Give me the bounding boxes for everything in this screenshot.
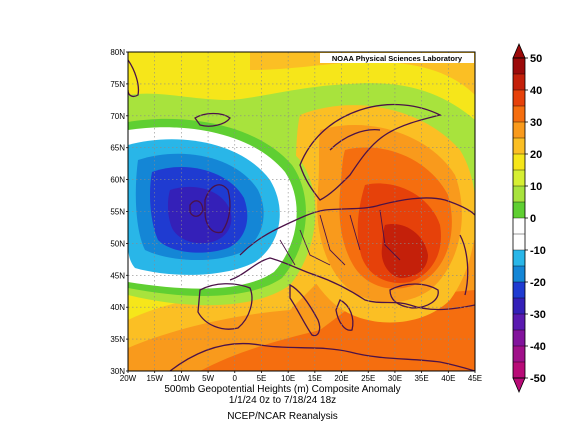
lon-tick-labels: 20W 15W 10W 5W 0 5E 10E 15E 20E 25E 30E 35E 40E 45E — [120, 371, 482, 383]
coastlines — [128, 59, 475, 371]
lon-tick-label: 35E — [414, 374, 428, 383]
lon-tick-label: 10E — [281, 374, 295, 383]
lat-tick-label: 75N — [110, 80, 125, 89]
colorbar-swatch — [513, 186, 525, 203]
lat-tick-label: 70N — [110, 112, 125, 121]
colorbar-label: 40 — [530, 85, 542, 97]
lat-tick-label: 55N — [110, 208, 125, 217]
lon-tick-label: 30E — [388, 374, 402, 383]
colorbar-swatch — [513, 58, 525, 75]
lat-tick-label: 65N — [110, 144, 125, 153]
colorbar-swatch — [513, 250, 525, 267]
colorbar-swatch — [513, 122, 525, 139]
anomaly-field — [128, 52, 475, 371]
colorbar-swatch — [513, 154, 525, 171]
lat-tick-label: 30N — [110, 367, 125, 376]
colorbar-label: -20 — [530, 277, 546, 289]
colorbar-label: -40 — [530, 341, 546, 353]
colorbar-label: 30 — [530, 117, 542, 129]
lat-tick-labels: 80N 75N 70N 65N 60N 55N 50N 45N 40N 35N 30N — [110, 48, 128, 376]
lon-tick-label: 20W — [120, 374, 137, 383]
colorbar-swatch — [513, 314, 525, 331]
colorbar-swatch — [513, 234, 525, 251]
colorbar-swatch — [513, 346, 525, 363]
band-yellow-north — [128, 52, 475, 120]
credit-text: NOAA Physical Sciences Laboratory — [332, 54, 463, 63]
colorbar-swatch — [513, 138, 525, 155]
colorbar-swatch — [513, 282, 525, 299]
colorbar-label: -50 — [530, 373, 546, 385]
colorbar-swatch — [513, 74, 525, 91]
lon-tick-label: 40E — [441, 374, 455, 383]
colorbar-label: -30 — [530, 309, 546, 321]
colorbar-swatch — [513, 90, 525, 107]
colorbar-swatch — [513, 330, 525, 347]
lon-tick-label: 25E — [361, 374, 375, 383]
lat-tick-label: 60N — [110, 176, 125, 185]
colorbar-swatch — [513, 170, 525, 187]
colorbar-label: 10 — [530, 181, 542, 193]
caption-line-2: 1/1/24 0z to 7/18/24 18z — [228, 395, 337, 406]
colorbar-label: -10 — [530, 245, 546, 257]
lon-tick-label: 45E — [468, 374, 482, 383]
lon-tick-label: 20E — [334, 374, 348, 383]
lat-tick-label: 50N — [110, 239, 125, 248]
lat-tick-label: 40N — [110, 303, 125, 312]
lon-tick-label: 15W — [146, 374, 163, 383]
lon-tick-label: 10W — [173, 374, 190, 383]
colorbar-top-arrow — [512, 42, 526, 59]
colorbar-swatch — [513, 266, 525, 283]
colorbar-swatch — [513, 202, 525, 219]
lon-tick-label: 5W — [202, 374, 214, 383]
colorbar-swatch — [513, 362, 525, 379]
lat-tick-label: 45N — [110, 271, 125, 280]
caption-line-1: 500mb Geopotential Heights (m) Composite… — [164, 384, 401, 395]
colorbar-swatch — [513, 218, 525, 235]
caption-line-3: NCEP/NCAR Reanalysis — [227, 411, 338, 422]
colorbar-swatch — [513, 106, 525, 123]
credit-box — [320, 53, 474, 63]
lat-tick-label: 80N — [110, 48, 125, 57]
colorbar-label: 0 — [530, 213, 536, 225]
lon-tick-label: 5E — [257, 374, 267, 383]
colorbar-swatch — [513, 298, 525, 315]
colorbar-label: 50 — [530, 53, 542, 65]
colorbar-label: 20 — [530, 149, 542, 161]
lat-tick-label: 35N — [110, 335, 125, 344]
lon-tick-label: 15E — [308, 374, 322, 383]
colorbar — [512, 42, 526, 394]
lon-tick-label: 0 — [233, 374, 238, 383]
colorbar-labels: 50 40 30 20 10 0 -10 -20 -30 -40 -50 — [525, 53, 546, 385]
warm-core-darkred — [381, 224, 428, 278]
